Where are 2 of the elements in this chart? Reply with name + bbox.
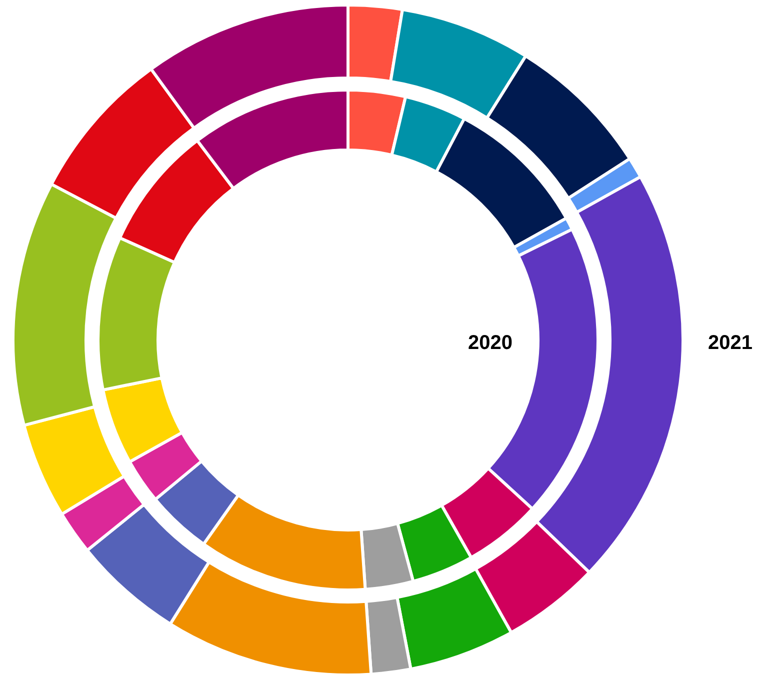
text: 2020 <box>468 332 512 354</box>
text: 2021 <box>708 332 752 354</box>
